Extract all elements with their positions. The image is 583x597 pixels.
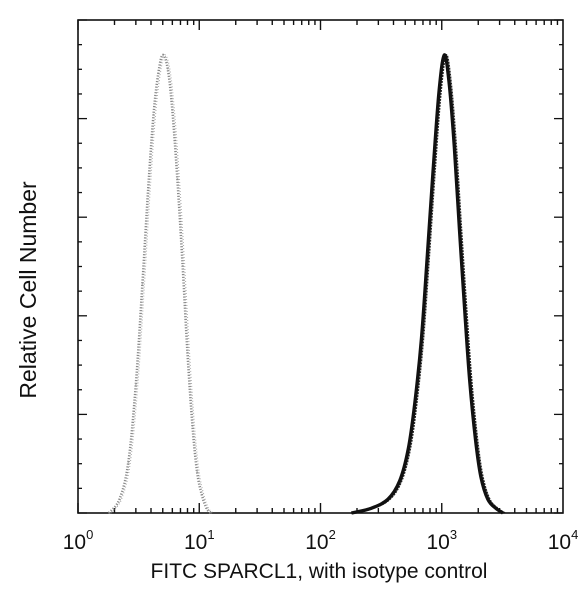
series-1-point	[474, 438, 477, 441]
series-1-point	[432, 168, 434, 171]
series-0-point	[181, 264, 184, 267]
plot-frame	[77, 19, 564, 514]
series-0-point	[118, 498, 121, 501]
series-0-point	[210, 512, 212, 514]
x-tick-labels: 100 101 102 103 104	[63, 527, 579, 554]
series-1-point	[370, 507, 372, 510]
series-0-point	[205, 507, 208, 510]
x-tick-label: 102	[305, 527, 336, 554]
series-0-point	[191, 425, 194, 427]
series-0-point	[152, 113, 155, 116]
series-0-point	[135, 383, 137, 386]
series-0-point	[166, 67, 169, 70]
series-1-curve-shadow	[353, 54, 506, 514]
y-axis-title: Relative Cell Number	[15, 181, 41, 399]
series-1-point	[438, 90, 440, 93]
series-1-curve	[351, 53, 504, 515]
series-0-point	[141, 283, 144, 285]
series-1-point	[464, 310, 466, 313]
series-0-point	[147, 187, 150, 189]
series-1-point	[468, 379, 471, 381]
series-0-point	[108, 512, 110, 514]
axis-ticks	[77, 19, 563, 514]
x-tick-label: 101	[184, 527, 215, 554]
series-1-point	[495, 507, 497, 510]
series-0-point	[161, 54, 164, 56]
series-1-point	[414, 402, 416, 404]
series-0-point	[196, 470, 198, 473]
series-0-point	[176, 177, 179, 180]
series-1-point	[502, 512, 504, 514]
series-1-point	[426, 255, 429, 258]
series-1-point	[398, 480, 401, 482]
series-layer	[107, 53, 506, 515]
series-0-point	[186, 351, 189, 354]
series-0-point	[157, 72, 160, 75]
series-1-point	[387, 498, 389, 501]
series-1-point	[453, 145, 456, 148]
series-0-curve-shadow	[110, 54, 214, 514]
series-0-point	[171, 109, 174, 111]
series-1-point	[458, 228, 461, 230]
series-1-point	[407, 448, 410, 450]
series-0-point	[127, 461, 130, 464]
series-0-curve	[107, 53, 212, 514]
series-1-point	[448, 81, 450, 84]
series-1-point	[487, 498, 489, 501]
x-tick-label: 103	[426, 527, 457, 554]
series-0-point	[201, 493, 203, 496]
series-1-point	[443, 54, 446, 56]
series-1-point	[420, 338, 423, 340]
series-1-point	[350, 512, 353, 514]
x-tick-label: 100	[63, 527, 94, 554]
x-axis-title: FITC SPARCL1, with isotype control	[151, 560, 488, 583]
series-1-point	[480, 475, 482, 478]
x-tick-label: 104	[548, 527, 579, 554]
